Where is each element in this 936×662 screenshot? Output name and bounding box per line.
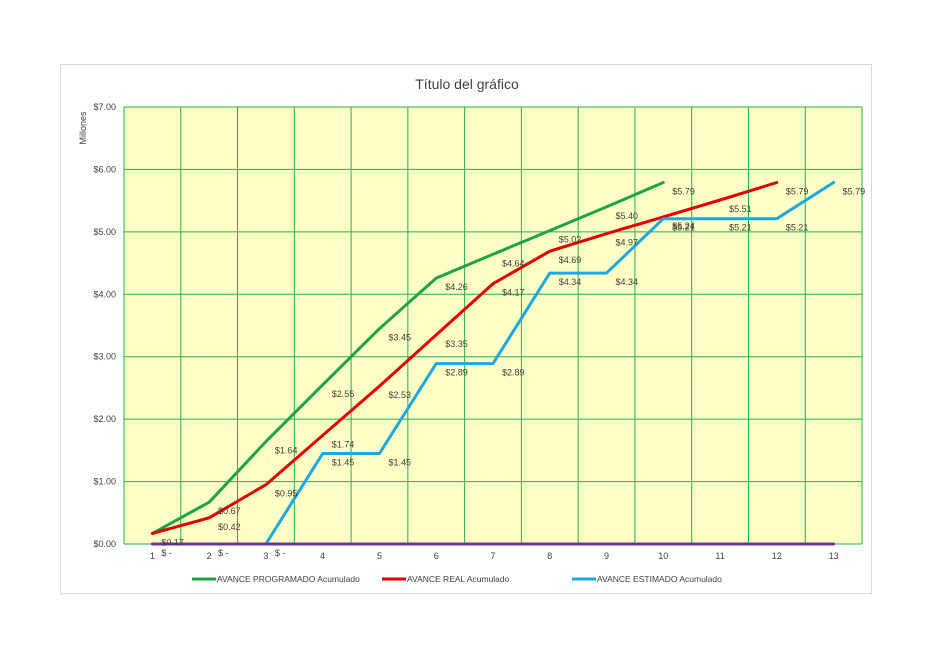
x-tick-label: 12	[772, 551, 782, 561]
data-label: $5.79	[843, 187, 866, 197]
data-label: $5.40	[616, 211, 639, 221]
x-tick-label: 10	[658, 551, 668, 561]
x-tick-label: 9	[604, 551, 609, 561]
x-tick-label: 4	[320, 551, 325, 561]
data-label: $ -	[218, 548, 229, 558]
legend-label: AVANCE ESTIMADO Acumulado	[597, 574, 722, 584]
x-tick-label: 11	[715, 551, 724, 561]
y-tick-label: $4.00	[93, 289, 116, 299]
legend: AVANCE PROGRAMADO Acumulado AVANCE REAL A…	[192, 574, 722, 584]
data-label: $2.55	[332, 389, 355, 399]
data-label: $4.34	[616, 277, 639, 287]
data-label: $5.51	[729, 204, 752, 214]
x-tick-label: 8	[547, 551, 552, 561]
x-tick-label: 5	[377, 551, 382, 561]
y-axis-label: Millones	[78, 111, 88, 145]
data-label: $5.21	[786, 223, 809, 233]
series-line-1	[150, 181, 665, 535]
data-label: $1.45	[388, 457, 411, 467]
y-tick-label: $7.00	[93, 102, 116, 112]
chart-frame: Título del gráfico Millones $0.00 $1.00 $2…	[60, 64, 872, 594]
data-label: $5.79	[786, 187, 809, 197]
data-label: $3.45	[388, 333, 411, 343]
data-label: $2.89	[445, 368, 468, 378]
data-label: $0.42	[218, 522, 241, 532]
data-label: $4.34	[559, 277, 582, 287]
data-label: $5.21	[729, 223, 752, 233]
plot-area: $0.00 $1.00 $2.00 $3.00 $4.00 $5.00 $6.00 $7.00…	[93, 102, 865, 561]
x-tick-label: 2	[207, 551, 212, 561]
y-tick-label: $0.00	[93, 539, 116, 549]
data-label: $4.69	[559, 255, 582, 265]
x-tick-label: 3	[263, 551, 268, 561]
data-label: $0.17	[161, 537, 184, 547]
x-tick-label: 6	[434, 551, 439, 561]
data-label: $1.64	[275, 446, 298, 456]
series-line-3	[264, 181, 836, 546]
data-label: $3.35	[445, 339, 468, 349]
x-tick-label: 1	[150, 551, 155, 561]
y-tick-label: $2.00	[93, 414, 116, 424]
data-label: $5.21	[672, 223, 695, 233]
y-tick-label: $5.00	[93, 227, 116, 237]
y-tick-label: $6.00	[93, 164, 116, 174]
data-label: $1.74	[332, 439, 355, 449]
series-line-2	[150, 181, 779, 535]
data-label: $4.26	[445, 282, 468, 292]
data-label: $4.97	[616, 238, 639, 248]
legend-label: AVANCE REAL Acumulado	[407, 574, 510, 584]
x-tick-label: 13	[829, 551, 839, 561]
data-label: $0.67	[218, 506, 241, 516]
data-label: $4.64	[502, 258, 525, 268]
plot-background	[124, 107, 862, 544]
data-label: $2.53	[388, 390, 411, 400]
data-label: $1.45	[332, 457, 355, 467]
data-label: $ -	[275, 548, 286, 558]
line-chart: Título del gráfico Millones $0.00 $1.00 $2…	[78, 76, 865, 584]
data-label: $0.95	[275, 489, 298, 499]
data-label: $5.02	[559, 235, 582, 245]
data-label: $5.79	[672, 187, 695, 197]
legend-label: AVANCE PROGRAMADO Acumulado	[217, 574, 360, 584]
data-label: $ -	[161, 548, 172, 558]
x-tick-label: 7	[490, 551, 495, 561]
y-tick-label: $1.00	[93, 477, 116, 487]
y-tick-label: $3.00	[93, 352, 116, 362]
data-label: $5.24	[672, 221, 695, 231]
data-label: $2.89	[502, 368, 525, 378]
data-label: $4.17	[502, 288, 525, 298]
chart-title: Título del gráfico	[415, 76, 519, 92]
